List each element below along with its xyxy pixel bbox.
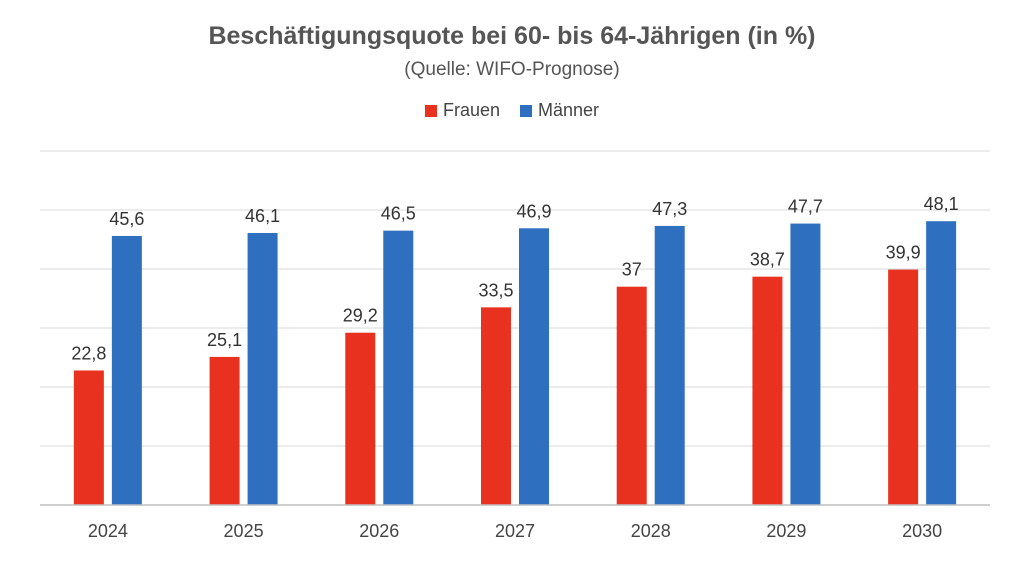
bar-mnner-2029 bbox=[790, 223, 821, 505]
data-label-mnner-2028: 47,3 bbox=[652, 199, 687, 219]
data-label-mnner-2029: 47,7 bbox=[788, 197, 823, 217]
data-label-frauen-2029: 38,7 bbox=[750, 250, 785, 270]
data-label-frauen-2027: 33,5 bbox=[478, 280, 513, 300]
legend-swatch-maenner bbox=[520, 104, 532, 117]
bar-mnner-2025 bbox=[247, 233, 278, 505]
bar-mnner-2024 bbox=[111, 235, 142, 505]
bar-mnner-2027 bbox=[519, 228, 549, 506]
bar-mnner-2028 bbox=[654, 225, 685, 505]
chart-subtitle: (Quelle: WIFO-Prognose) bbox=[404, 59, 620, 80]
chart-title: Beschäftigungsquote bei 60- bis 64-Jähri… bbox=[208, 22, 816, 50]
legend-item-frauen: Frauen bbox=[424, 100, 500, 121]
bar-mnner-2026 bbox=[383, 230, 414, 505]
legend-swatch-frauen bbox=[424, 104, 437, 117]
x-tick-label-2026: 2026 bbox=[359, 521, 399, 541]
data-label-frauen-2024: 22,8 bbox=[71, 343, 106, 363]
bar-mnner-2030 bbox=[926, 221, 957, 505]
x-tick-label-2024: 2024 bbox=[88, 521, 128, 541]
data-label-mnner-2030: 48,1 bbox=[924, 194, 959, 214]
x-tick-label-2028: 2028 bbox=[631, 521, 671, 541]
x-tick-label-2027: 2027 bbox=[495, 521, 535, 541]
data-label-mnner-2024: 45,6 bbox=[109, 209, 144, 229]
bar-frauen-2024 bbox=[73, 370, 104, 505]
data-label-mnner-2027: 46,9 bbox=[516, 201, 551, 221]
data-label-frauen-2026: 29,2 bbox=[343, 306, 378, 326]
data-label-frauen-2025: 25,1 bbox=[207, 330, 242, 350]
chart-legend: Frauen Männer bbox=[0, 100, 1024, 121]
legend-label-maenner: Männer bbox=[538, 100, 600, 120]
data-label-mnner-2026: 46,5 bbox=[381, 204, 416, 224]
bar-frauen-2027 bbox=[481, 307, 511, 505]
bar-frauen-2026 bbox=[345, 332, 376, 505]
legend-label-frauen: Frauen bbox=[442, 100, 500, 120]
data-label-frauen-2028: 37 bbox=[622, 260, 642, 280]
data-label-frauen-2030: 39,9 bbox=[886, 243, 921, 263]
bar-frauen-2028 bbox=[616, 286, 647, 505]
x-tick-label-2029: 2029 bbox=[766, 521, 806, 541]
bar-frauen-2030 bbox=[888, 269, 919, 505]
legend-item-maenner: Männer bbox=[520, 100, 599, 121]
bar-frauen-2025 bbox=[209, 356, 240, 505]
x-tick-label-2030: 2030 bbox=[902, 521, 942, 541]
bar-frauen-2029 bbox=[752, 276, 783, 505]
x-tick-label-2025: 2025 bbox=[224, 521, 264, 541]
data-label-mnner-2025: 46,1 bbox=[245, 206, 280, 226]
